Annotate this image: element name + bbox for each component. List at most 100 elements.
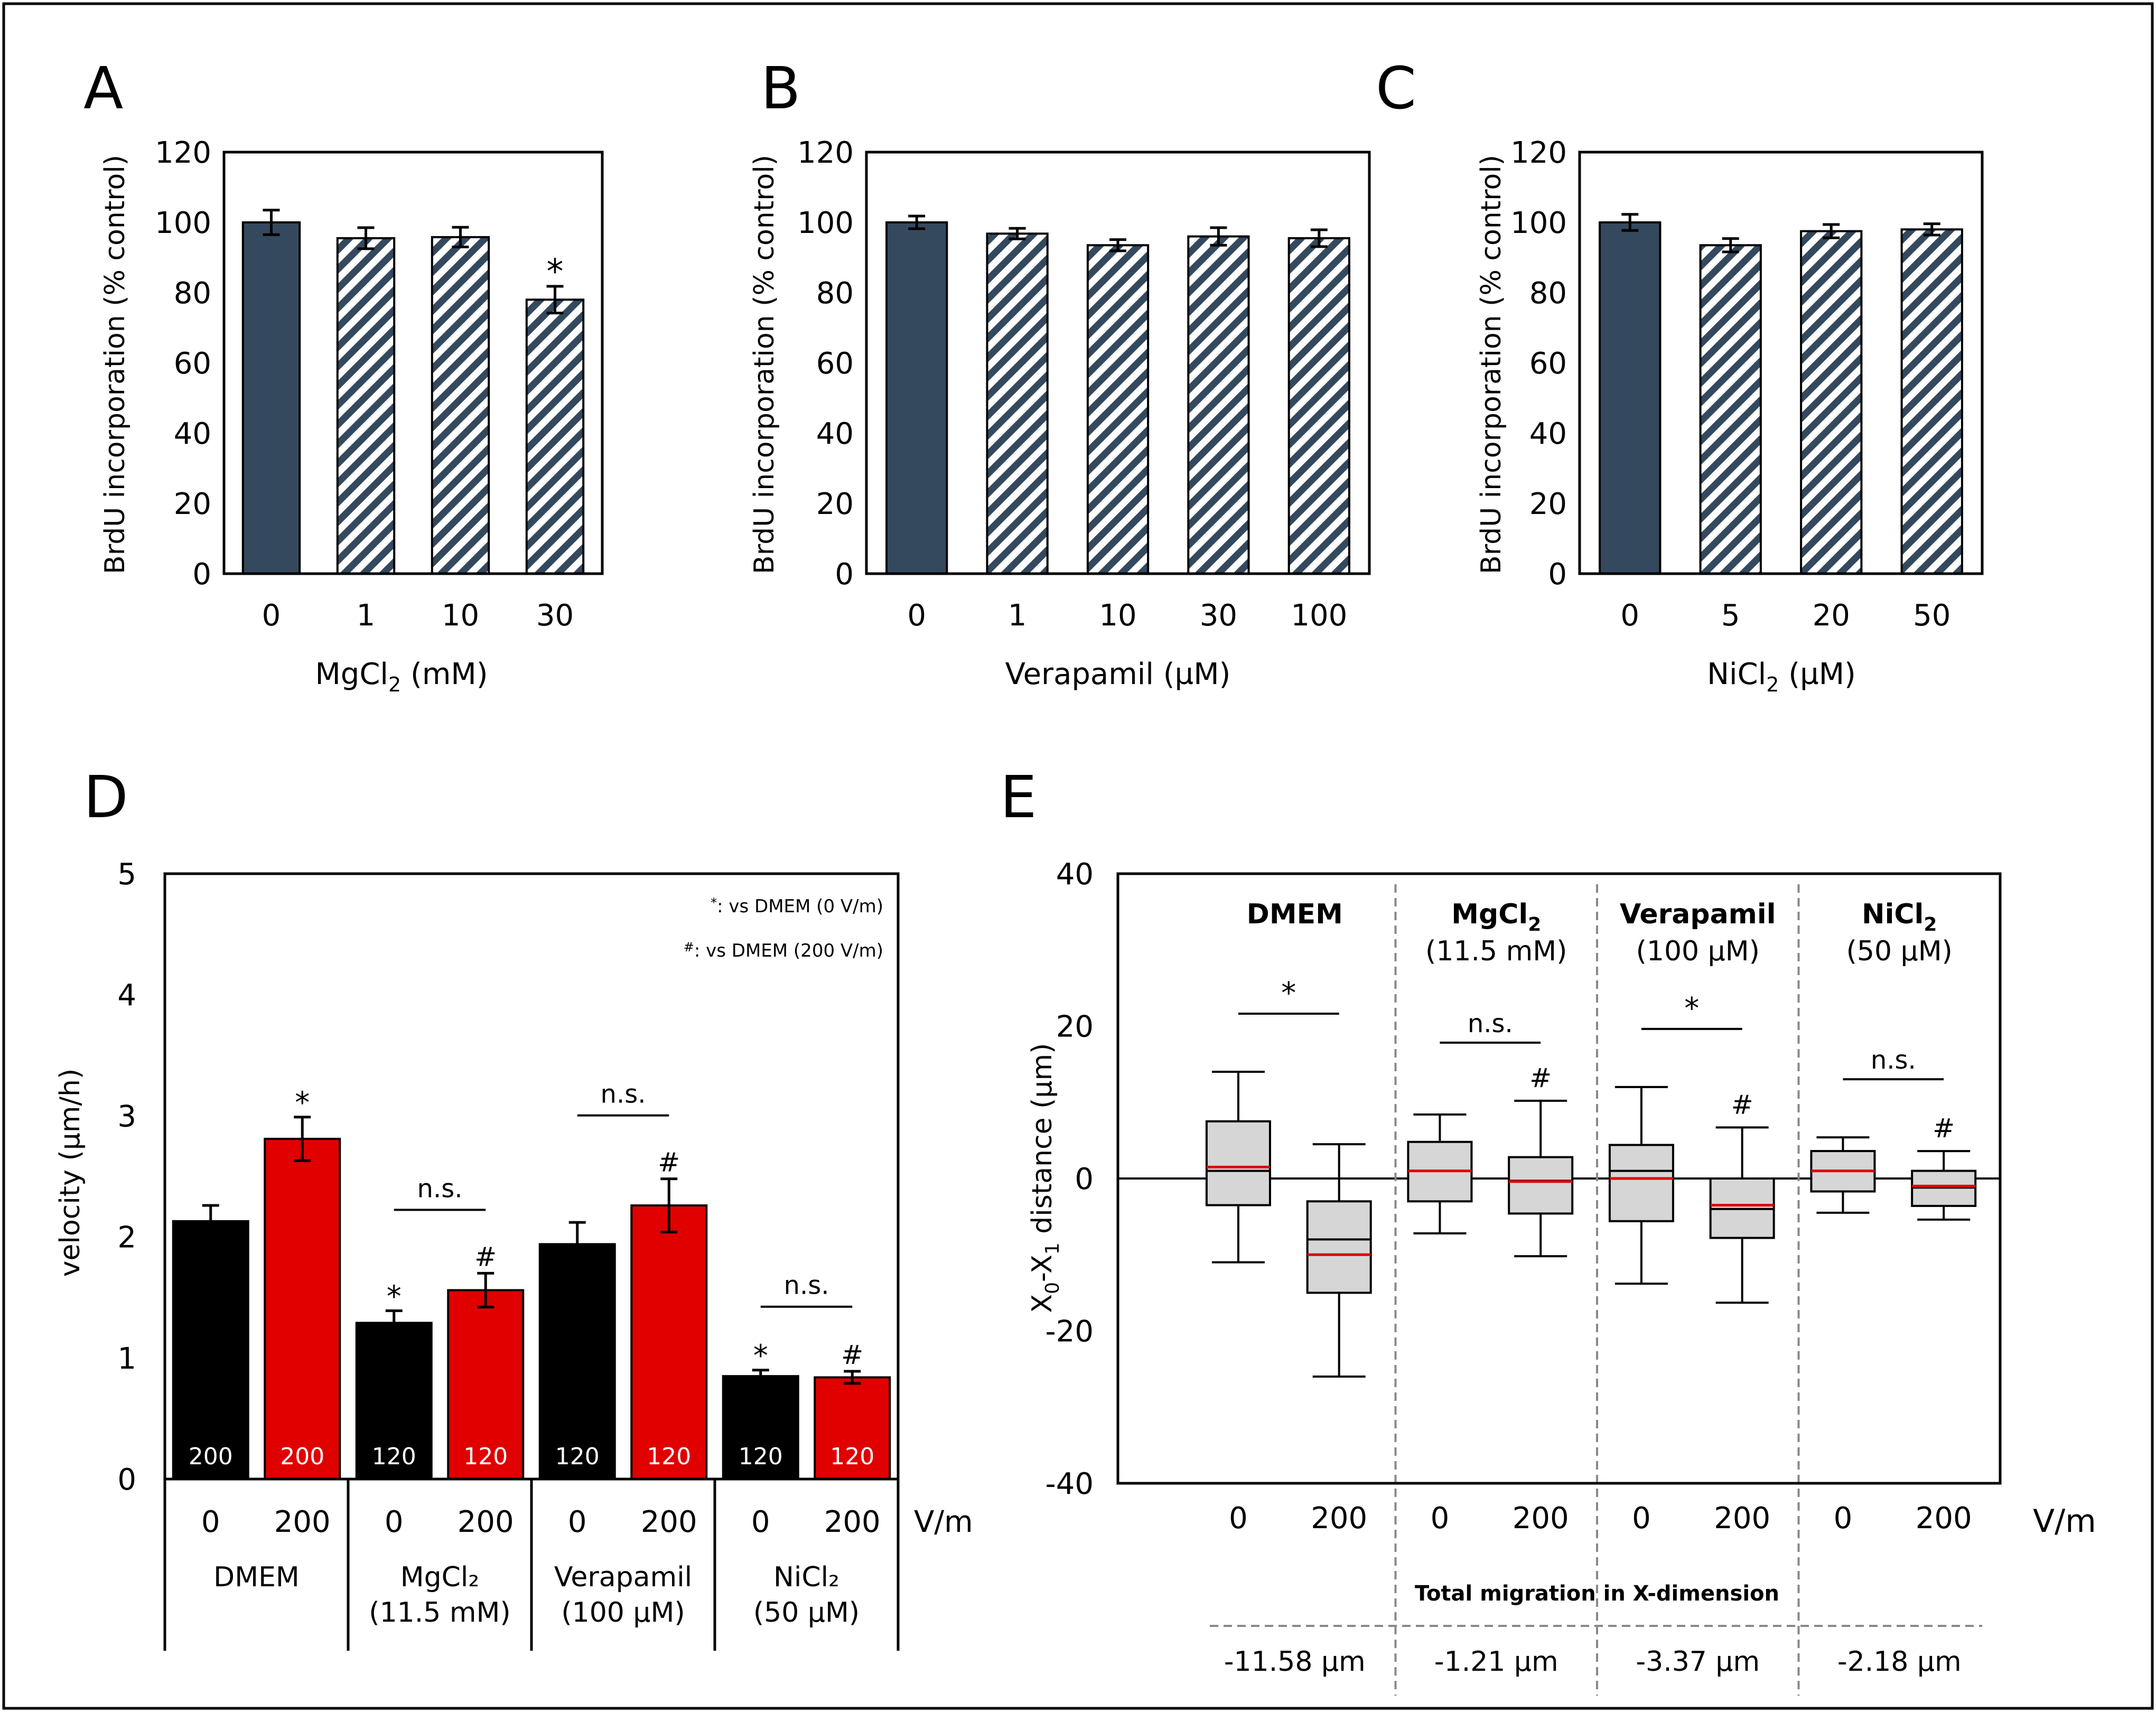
panel-b-ytick-label: 80: [816, 276, 854, 311]
panel-b-xtick-label: 0: [907, 598, 926, 633]
panel-c-ytick-label: 20: [1529, 487, 1567, 521]
panel-e-voltage-label: 200: [1311, 1501, 1367, 1536]
panel-d-bar: [814, 1376, 891, 1480]
panel-a-xtick-label: 0: [262, 598, 281, 633]
panel-d-bar: [538, 1243, 616, 1481]
panel-b-bar: [1187, 235, 1250, 575]
panel-a-bar: [431, 236, 490, 575]
panel-b-xtick-label: 1: [1008, 598, 1027, 633]
panel-a-bar: [336, 237, 396, 575]
panel-a-ytick-label: 100: [155, 206, 211, 240]
panel-e-ytick-label: 40: [1056, 857, 1094, 892]
panel-e-total-value: -1.21 µm: [1434, 1646, 1558, 1678]
panel-c-ytick-label: 120: [1510, 136, 1567, 170]
panel-a-ytick-label: 120: [155, 136, 211, 170]
panel-label-a: A: [83, 54, 123, 122]
panel-b-bar: [885, 221, 948, 575]
panel-label-d: D: [83, 763, 128, 831]
panel-e-group-title: NiCl2: [1862, 899, 1937, 935]
panel-d-significance-mark: *: [387, 1279, 402, 1314]
panel-e-group-subtitle: (11.5 mM): [1425, 935, 1567, 967]
panel-d-legend-entry: *: vs DMEM (0 V/m): [711, 895, 883, 917]
panel-e-y-axis-title: X0-X1 distance (µm): [1026, 1043, 1063, 1313]
panel-d-bar: [630, 1204, 708, 1481]
panel-e-bracket-label: *: [1684, 991, 1699, 1026]
panel-d-voltage-label: 0: [201, 1505, 220, 1539]
panel-a-ytick-label: 20: [174, 487, 211, 521]
panel-e-bracket-label: *: [1281, 976, 1296, 1011]
panel-c-bar: [1900, 228, 1963, 575]
panel-d-voltage-label: 0: [568, 1505, 587, 1539]
panel-c-chart: 0 20 40 60 80 100 120 0 5 20 50 BrdU incorporation …: [1476, 136, 1984, 696]
panel-e-unit-label: V/m: [2033, 1503, 2096, 1540]
panel-d-bracket-label: n.s.: [417, 1174, 463, 1203]
panel-a-x-axis-title: MgCl2 (mM): [315, 657, 488, 696]
panel-d-n-label: 120: [463, 1443, 508, 1470]
panel-d-legend-entry: #: vs DMEM (200 V/m): [684, 940, 883, 961]
panel-c-ytick-label: 80: [1529, 276, 1567, 311]
panel-b-bar: [1287, 237, 1350, 575]
panel-d-n-label: 200: [280, 1443, 324, 1470]
panel-d-n-label: 120: [555, 1443, 600, 1470]
panel-e-group-title: DMEM: [1247, 899, 1343, 930]
panel-a-ytick-label: 80: [174, 276, 211, 311]
panel-c-xtick-label: 5: [1721, 598, 1740, 633]
panel-e-box: [1608, 1144, 1674, 1222]
panel-d-bracket-label: n.s.: [601, 1080, 646, 1109]
panel-e-voltage-label: 0: [1229, 1501, 1248, 1536]
panel-e-total-title: Total migration in X-dimension: [1415, 1582, 1779, 1606]
panel-a-ytick-label: 40: [174, 417, 211, 451]
panel-d-voltage-label: 0: [385, 1505, 404, 1539]
panel-b-plot-frame: [865, 151, 1371, 575]
panel-label-b: B: [761, 54, 800, 122]
panel-d-significance-mark: *: [753, 1339, 768, 1373]
panel-b-y-axis-title: BrdU incorporation (% control): [749, 155, 780, 574]
panel-a-bar: [525, 298, 585, 575]
panel-e-total-value: -11.58 µm: [1224, 1646, 1366, 1678]
panel-b-bar: [986, 232, 1049, 575]
panel-e-ytick-label: 0: [1075, 1162, 1094, 1196]
panel-b-chart: 0 20 40 60 80 100 120 0 1 10 30 100 BrdU incorporati…: [749, 136, 1371, 691]
panel-e-significance-mark: #: [1529, 1063, 1552, 1093]
panel-a-y-axis-title: BrdU incorporation (% control): [99, 155, 131, 574]
panel-d-bar: [264, 1137, 341, 1480]
panel-e-voltage-label: 200: [1513, 1501, 1569, 1536]
panel-e-voltage-label: 0: [1431, 1501, 1450, 1536]
panel-d-unit-label: V/m: [914, 1505, 973, 1539]
panel-d-voltage-label: 200: [641, 1505, 697, 1539]
panel-d-bar: [172, 1220, 249, 1480]
panel-d-group-sublabel: (11.5 mM): [369, 1597, 510, 1629]
panel-e-group-title: Verapamil: [1620, 899, 1776, 930]
panel-e-box: [1205, 1120, 1271, 1206]
panel-b-ytick-label: 60: [816, 347, 854, 381]
panel-b-xtick-label: 30: [1200, 598, 1237, 633]
panel-d-n-label: 120: [647, 1443, 691, 1470]
panel-d-n-label: 120: [830, 1443, 874, 1470]
panel-d-n-label: 120: [739, 1443, 783, 1470]
panel-b-ytick-label: 20: [816, 487, 854, 521]
panel-d-group-sublabel: (50 µM): [753, 1597, 860, 1629]
panel-c-bar: [1800, 230, 1863, 575]
panel-c-plot-frame: [1578, 151, 1984, 575]
panel-b-xtick-label: 100: [1291, 598, 1347, 633]
panel-d-ytick-label: 5: [117, 857, 136, 892]
panel-b-ytick-label: 40: [816, 417, 854, 451]
panel-d-chart: 0 1 2 3 4 5 velocity (µm/h) 200 0 * 200 200 DMEM * 120…: [54, 857, 973, 1651]
panel-c-ytick-label: 0: [1548, 557, 1567, 592]
panel-a-ytick-label: 0: [192, 557, 211, 592]
panel-d-group-label: MgCl₂: [400, 1561, 479, 1593]
panel-d-ytick-label: 0: [117, 1463, 136, 1497]
panel-d-bar: [447, 1289, 525, 1480]
panel-e-group-subtitle: (50 µM): [1846, 935, 1953, 967]
panel-c-xtick-label: 50: [1913, 598, 1950, 633]
panel-d-group-label: Verapamil: [554, 1561, 692, 1593]
panel-c-xtick-label: 0: [1620, 598, 1639, 633]
panel-a-significance-mark: *: [547, 252, 564, 292]
panel-c-ytick-label: 100: [1510, 206, 1567, 240]
panel-label-e: E: [1000, 763, 1037, 831]
panel-c-ytick-label: 40: [1529, 417, 1567, 451]
panel-e-ytick-label: -20: [1046, 1315, 1094, 1349]
panel-e-bracket-label: n.s.: [1871, 1045, 1916, 1075]
panel-b-ytick-label: 100: [797, 206, 854, 240]
panel-e-total-value: -2.18 µm: [1837, 1646, 1962, 1678]
